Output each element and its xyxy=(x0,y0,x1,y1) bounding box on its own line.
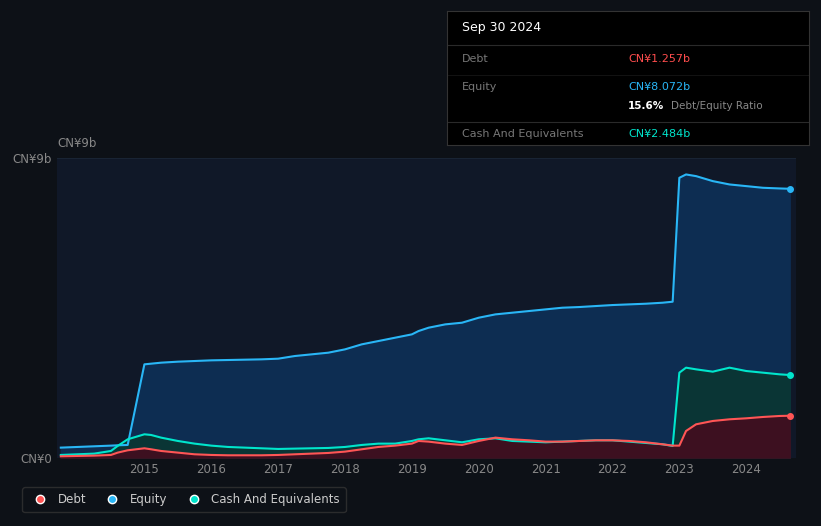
Text: CN¥9b: CN¥9b xyxy=(57,137,97,150)
Text: 15.6%: 15.6% xyxy=(628,101,664,111)
Text: CN¥2.484b: CN¥2.484b xyxy=(628,129,690,139)
Text: CN¥8.072b: CN¥8.072b xyxy=(628,82,690,92)
Text: Sep 30 2024: Sep 30 2024 xyxy=(462,22,541,35)
Legend: Debt, Equity, Cash And Equivalents: Debt, Equity, Cash And Equivalents xyxy=(22,487,346,512)
Text: Cash And Equivalents: Cash And Equivalents xyxy=(462,129,584,139)
Text: Debt/Equity Ratio: Debt/Equity Ratio xyxy=(672,101,763,111)
Text: Debt: Debt xyxy=(462,54,488,64)
Text: Equity: Equity xyxy=(462,82,498,92)
Text: CN¥1.257b: CN¥1.257b xyxy=(628,54,690,64)
